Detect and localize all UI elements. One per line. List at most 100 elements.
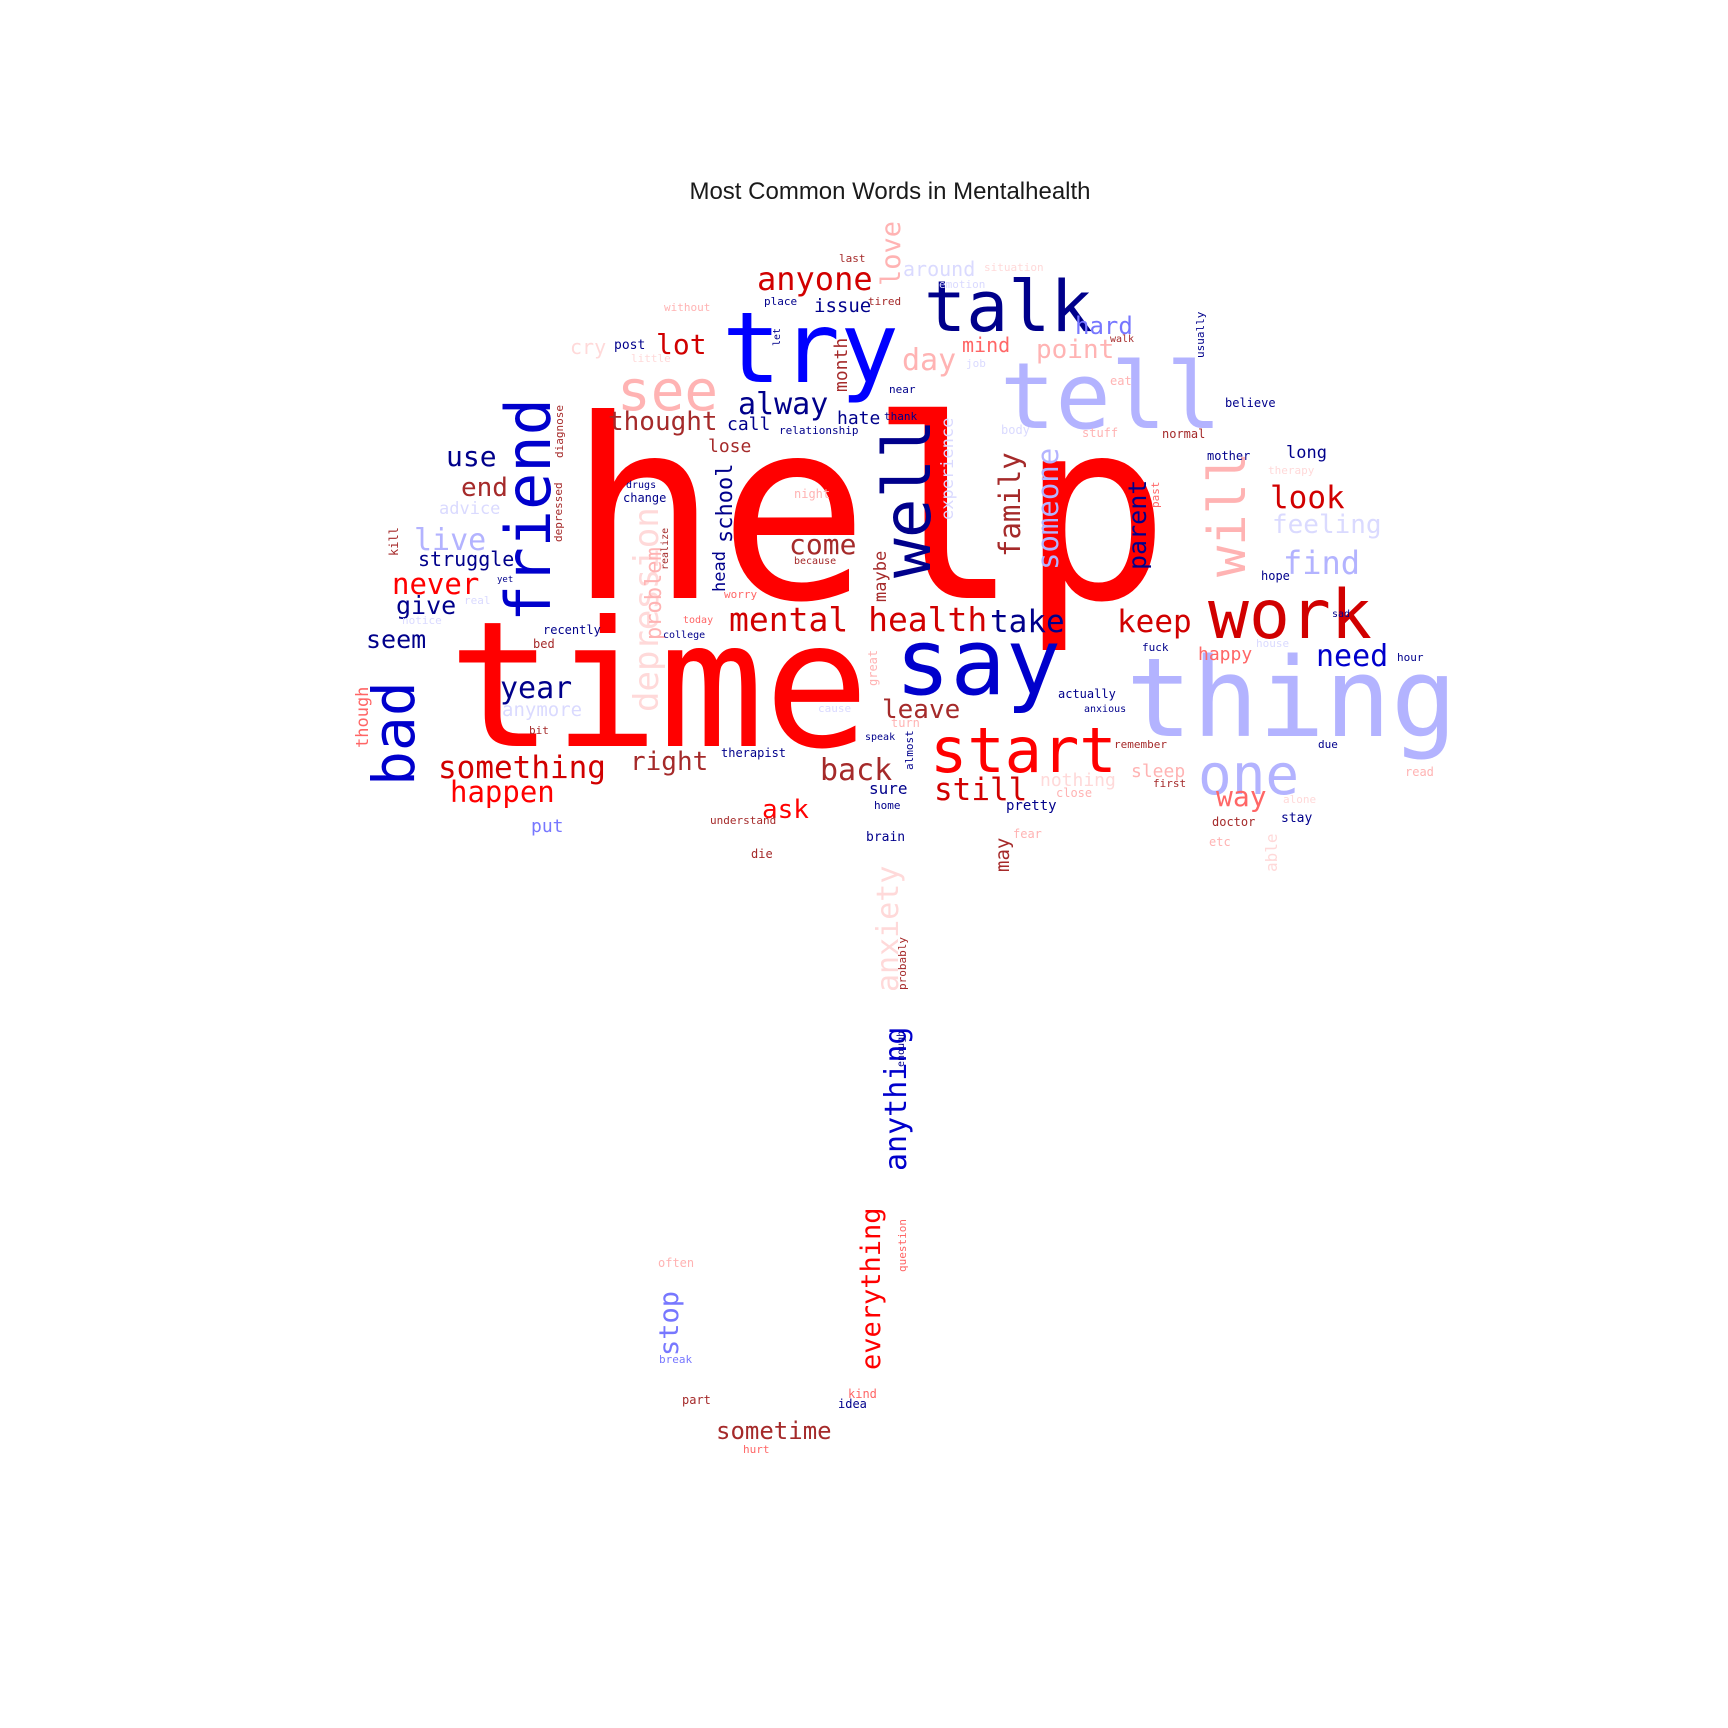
word-normal: normal — [1162, 427, 1205, 441]
word-help: help — [568, 366, 1170, 657]
word-right: right — [630, 747, 708, 777]
word-seem: seem — [366, 625, 426, 654]
word-alone: alone — [1283, 793, 1316, 806]
word-month: month — [831, 338, 852, 392]
word-look: look — [1270, 480, 1345, 516]
word-relationship: relationship — [779, 424, 858, 437]
word-bad: bad — [360, 681, 428, 786]
word-worry: worry — [724, 588, 757, 601]
word-kind: kind — [848, 1387, 877, 1401]
word-mind: mind — [962, 333, 1010, 357]
word-often: often — [658, 1256, 694, 1270]
word-stuff: stuff — [1082, 426, 1118, 440]
word-put: put — [531, 816, 564, 837]
word-point: point — [1036, 335, 1114, 365]
word-around: around — [903, 257, 975, 281]
word-may: may — [992, 838, 1014, 872]
word-find: find — [1283, 544, 1360, 582]
word-break: break — [659, 1353, 692, 1366]
word-therapist: therapist — [721, 746, 786, 760]
word-pretty: pretty — [1006, 798, 1057, 814]
word-read: read — [1405, 765, 1434, 779]
word-mental-health: mental health — [729, 600, 987, 639]
word-usually: usually — [1194, 311, 1207, 358]
word-advice: advice — [439, 499, 500, 519]
word-say: say — [895, 609, 1061, 716]
word-issue: issue — [814, 295, 871, 317]
word-remember: remember — [1114, 738, 1167, 751]
word-place: place — [764, 295, 797, 308]
word-first: first — [1153, 777, 1186, 790]
word-day: day — [902, 343, 956, 378]
word-emotion: emotion — [939, 278, 985, 291]
word-hour: hour — [1397, 651, 1424, 664]
word-will: will — [1198, 452, 1258, 577]
word-never: never — [392, 567, 479, 601]
word-happen: happen — [450, 775, 555, 809]
word-situation: situation — [984, 261, 1044, 274]
word-yet: yet — [497, 575, 513, 585]
word-someone: someone — [1031, 448, 1065, 570]
word-idea: idea — [838, 1397, 867, 1411]
word-walk: walk — [1110, 334, 1134, 345]
word-cry: cry — [570, 335, 606, 359]
word-ask: ask — [762, 795, 809, 825]
word-something: something — [438, 750, 606, 786]
word-tired: tired — [868, 295, 901, 308]
word-speak: speak — [865, 732, 895, 743]
word-fuck: fuck — [1142, 641, 1169, 654]
word-last: last — [839, 252, 866, 265]
word-anyone: anyone — [757, 260, 873, 298]
word-recently: recently — [543, 623, 601, 637]
word-past: past — [1149, 482, 1162, 509]
word-therapy: therapy — [1268, 464, 1315, 477]
word-actually: actually — [1058, 687, 1116, 701]
word-great: great — [866, 650, 880, 686]
word-little: little — [631, 352, 671, 365]
word-still: still — [934, 772, 1027, 808]
word-die: die — [751, 847, 773, 861]
word-sad: sad — [1332, 609, 1350, 620]
word-part: part — [682, 1393, 711, 1407]
word-anxiety: anxiety — [871, 866, 906, 992]
word-keep: keep — [1117, 604, 1192, 640]
word-school: school — [713, 464, 738, 543]
word-parent: parent — [1123, 480, 1152, 570]
word-sure: sure — [869, 779, 908, 798]
word-feeling: feeling — [1272, 510, 1382, 540]
word-fear: fear — [1013, 827, 1042, 841]
word-though: though — [353, 687, 373, 748]
word-happy: happy — [1198, 644, 1252, 665]
word-bit: bit — [529, 724, 549, 737]
word-friend: friend — [492, 398, 565, 622]
word-use: use — [446, 440, 497, 473]
word-body: body — [1001, 423, 1030, 437]
word-thing: thing — [1126, 634, 1457, 762]
word-kill: kill — [387, 527, 401, 556]
word-thank: thank — [884, 410, 917, 423]
word-doctor: doctor — [1212, 815, 1255, 829]
word-alway: alway — [738, 387, 828, 422]
word-problem: problem — [642, 547, 667, 640]
word-time: time — [448, 585, 869, 788]
word-near: near — [889, 383, 916, 396]
word-see: see — [617, 359, 718, 424]
word-notice: notice — [402, 614, 442, 627]
word-hope: hope — [1261, 569, 1290, 583]
word-leave: leave — [882, 695, 960, 725]
word-year: year — [500, 671, 572, 706]
word-lot: lot — [656, 328, 707, 361]
word-job: job — [966, 357, 986, 370]
word-head: head — [710, 551, 730, 592]
word-love: love — [876, 221, 907, 286]
word-etc: etc — [1209, 835, 1231, 849]
word-post: post — [614, 338, 645, 353]
word-live: live — [414, 523, 486, 558]
word-due: due — [1318, 738, 1338, 751]
word-stay: stay — [1281, 811, 1312, 826]
word-call: call — [727, 414, 770, 435]
word-close: close — [1056, 786, 1092, 800]
word-start: start — [930, 714, 1117, 787]
word-well: well — [869, 419, 946, 578]
